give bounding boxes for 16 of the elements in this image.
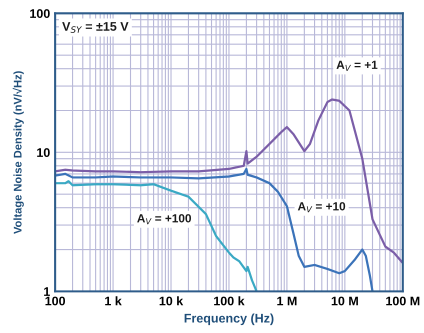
series-label: A$_{V}$ = +10 <box>298 202 346 212</box>
x-tick-label: 100 M <box>386 296 420 306</box>
series-label: A$_{V}$ = +100 <box>137 214 192 224</box>
x-tick-label: 10 M <box>332 296 358 306</box>
y-axis-title: Voltage Noise Density (nV/√Hz) <box>12 71 24 234</box>
x-tick-label: 100 k <box>214 296 245 306</box>
y-tick-label: 100 <box>30 9 50 18</box>
annotation: V$_{SY}$ = ±15 V <box>62 22 129 33</box>
text: A$_{V}$ = +1 <box>336 60 378 71</box>
x-axis-title: Frequency (Hz) <box>184 313 274 326</box>
x-tick-label: 10 k <box>160 296 184 306</box>
x-tick-label: 1 k <box>105 296 122 306</box>
x-tick-label: 1 M <box>277 296 296 306</box>
y-tick-label: 1 <box>44 287 50 296</box>
x-tick-label: 100 <box>45 296 66 306</box>
y-tick-label: 10 <box>37 148 50 157</box>
